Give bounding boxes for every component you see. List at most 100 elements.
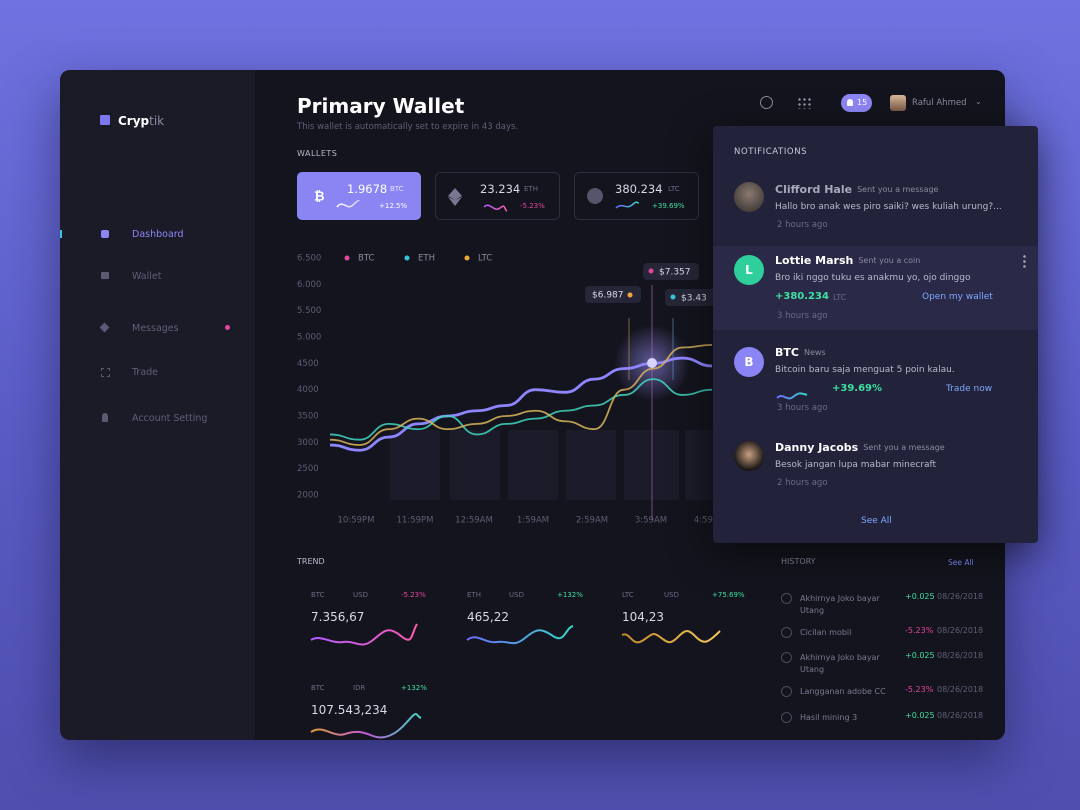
sparkline — [336, 199, 360, 208]
chart-bg — [390, 430, 715, 500]
legend-label[interactable]: ETH — [418, 254, 435, 264]
notification-amount: +380.234 — [775, 291, 829, 302]
user-avatar[interactable] — [890, 95, 906, 111]
pair-to: USD — [353, 591, 368, 599]
sender-name: BTC — [775, 346, 799, 359]
apps-icon[interactable] — [797, 97, 811, 109]
y-tick-label: 3000 — [297, 438, 319, 448]
nav-item[interactable]: Messages — [132, 323, 179, 334]
notification-amount: +39.69% — [832, 383, 883, 394]
sparkline — [310, 623, 418, 646]
history-amount: -5.23% — [905, 626, 934, 635]
coin-icon — [448, 188, 462, 206]
coin-icon — [781, 686, 792, 697]
trend-value: 104,23 — [622, 610, 664, 624]
wallet-card[interactable] — [435, 172, 560, 220]
nav-item[interactable]: Dashboard — [132, 229, 184, 240]
notification-message: Bro iki nggo tuku es anakmu yo, ojo ding… — [775, 273, 971, 283]
section-label: HISTORY — [781, 557, 816, 566]
tooltip-text: $7.357 — [659, 268, 691, 278]
see-all-link[interactable]: See All — [861, 516, 892, 526]
wallet-change: -5.23% — [520, 202, 545, 210]
wallet-amount: 23.234 — [480, 182, 521, 196]
search-icon[interactable] — [760, 96, 773, 109]
avatar — [734, 441, 764, 471]
panel-title: NOTIFICATIONS — [734, 147, 808, 157]
legend-swatch — [464, 255, 470, 261]
notification-time: 2 hours ago — [777, 478, 828, 488]
legend-swatch — [404, 255, 410, 261]
notification-link[interactable]: Trade now — [946, 384, 993, 394]
notification-coin: LTC — [832, 293, 847, 302]
pair-from: ETH — [467, 591, 481, 599]
notification-link[interactable]: Open my wallet — [922, 292, 993, 302]
wallet-card[interactable] — [297, 172, 421, 220]
nav-item[interactable]: Account Setting — [132, 413, 208, 424]
sender-name: Danny Jacobs — [775, 441, 859, 454]
avatar: B — [734, 347, 764, 377]
trend-change: +132% — [557, 591, 583, 599]
chevron[interactable]: ⌄ — [975, 97, 982, 106]
y-tick-label: 2000 — [297, 491, 319, 501]
wallet-coin: ETH — [524, 185, 538, 193]
tooltip-dot — [670, 294, 676, 300]
wallet-card[interactable] — [574, 172, 699, 220]
sparkline — [621, 630, 721, 644]
more-menu[interactable] — [1023, 254, 1026, 268]
wallet-change: +39.69% — [652, 202, 685, 210]
sparkline — [615, 201, 640, 209]
trend-value: 107.543,234 — [311, 703, 388, 717]
brand-bold: Cryp — [118, 114, 150, 128]
user-name[interactable]: Raful Ahmed — [912, 98, 967, 108]
tooltip — [643, 263, 699, 280]
x-tick-label: 3:59AM — [635, 516, 667, 526]
see-all-link[interactable]: See All — [948, 558, 974, 567]
wallet-change: +12.5% — [379, 202, 408, 210]
history-text: Akhirnya Joko bayar Utang — [800, 594, 880, 615]
tooltip — [585, 286, 641, 303]
history-date: 08/26/2018 — [937, 685, 984, 694]
sparkline — [483, 204, 508, 212]
legend-label[interactable]: BTC — [358, 254, 375, 264]
section-label: WALLETS — [297, 149, 338, 158]
history-date: 08/26/2018 — [937, 651, 984, 660]
history-text: Akhirnya Joko bayar Utang — [800, 653, 880, 674]
pair-from: BTC — [311, 591, 325, 599]
history-amount: +0.025 — [905, 592, 935, 601]
y-tick-label: 5.000 — [297, 333, 321, 343]
avatar: L — [734, 255, 764, 285]
coin-icon — [781, 593, 792, 604]
history-amount: +0.025 — [905, 711, 935, 720]
series-line — [329, 344, 713, 446]
sparkline — [466, 625, 574, 645]
tooltip — [665, 289, 717, 306]
notification-badge[interactable] — [841, 94, 872, 112]
tooltip-text: $6.987 — [592, 291, 624, 301]
notification-action: Sent you a message — [857, 185, 939, 194]
icon — [102, 413, 108, 422]
logo-mark — [100, 115, 110, 125]
notification-action: News — [803, 348, 826, 357]
history-text: Langganan adobe CC — [800, 687, 886, 696]
sender-name: Clifford Hale — [775, 183, 853, 196]
panel-decor — [776, 392, 808, 400]
brand-light: tik — [149, 114, 165, 128]
notification-time: 3 hours ago — [777, 403, 828, 413]
brand[interactable]: Cryptik — [118, 115, 164, 127]
trend-change: +75.69% — [712, 591, 745, 599]
sparkline — [776, 392, 808, 400]
nav-item[interactable]: Wallet — [132, 271, 162, 282]
pair-from: LTC — [622, 591, 634, 599]
legend-label[interactable]: LTC — [478, 254, 492, 264]
nav-item[interactable]: Trade — [132, 367, 159, 378]
wallet-amount: 380.234 — [615, 182, 663, 196]
unread-dot — [225, 325, 230, 330]
history-amount: -5.23% — [905, 685, 934, 694]
history-amount: +0.025 — [905, 651, 935, 660]
coin-icon — [781, 652, 792, 663]
legend-swatch — [344, 255, 350, 261]
highlight-row — [713, 246, 1038, 330]
x-tick-label: 2:59AM — [576, 516, 608, 526]
trend-change: +132% — [401, 684, 427, 692]
